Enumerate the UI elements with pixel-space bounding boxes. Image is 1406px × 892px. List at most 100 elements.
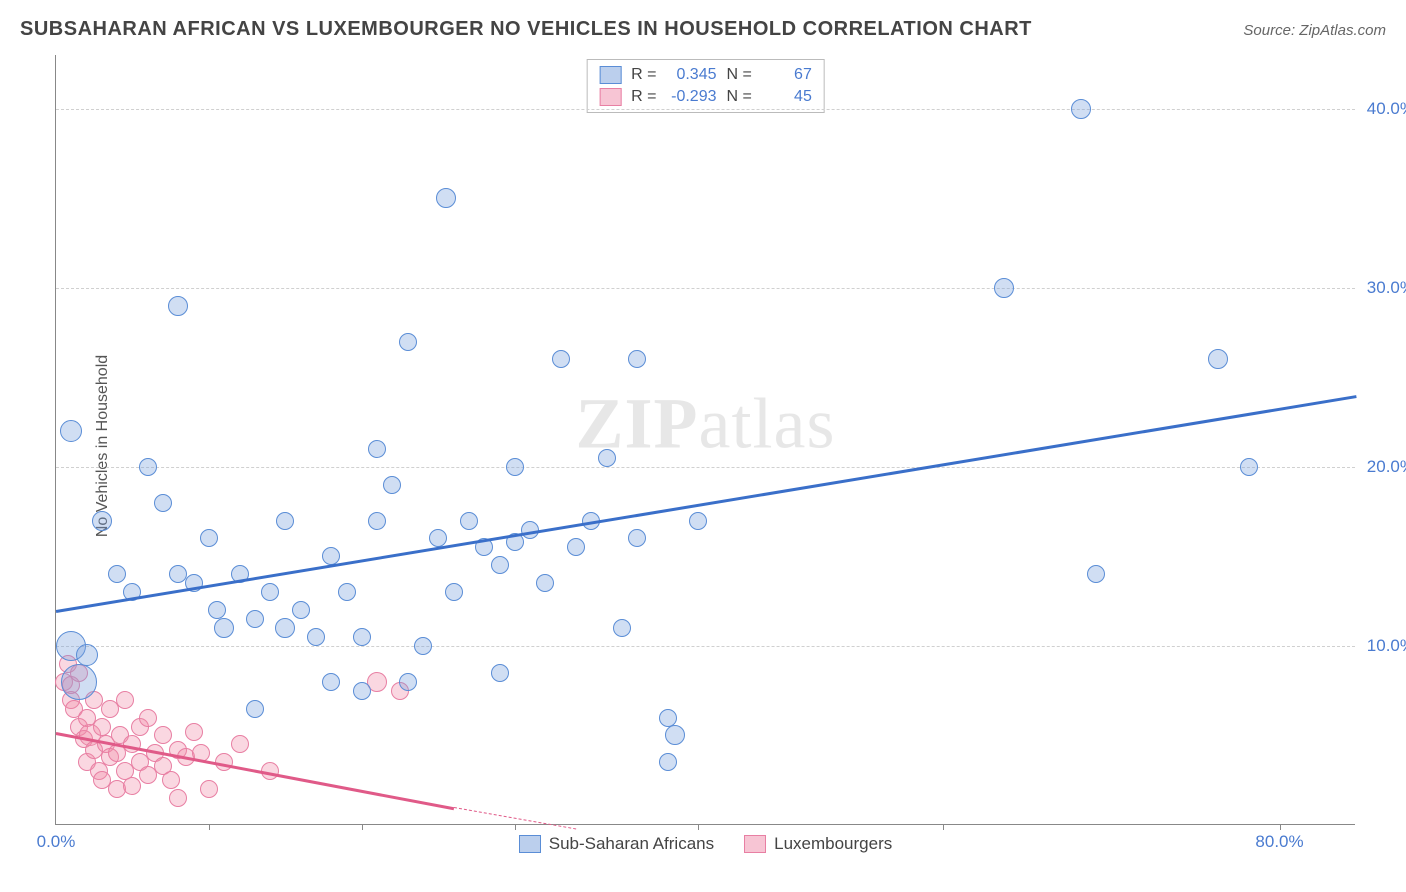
- scatter-point-blue: [275, 618, 295, 638]
- scatter-point-blue: [368, 512, 386, 530]
- scatter-point-blue: [353, 682, 371, 700]
- scatter-point-pink: [200, 780, 218, 798]
- scatter-point-blue: [246, 610, 264, 628]
- scatter-point-blue: [353, 628, 371, 646]
- scatter-point-blue: [208, 601, 226, 619]
- scatter-point-blue: [567, 538, 585, 556]
- scatter-point-blue: [276, 512, 294, 530]
- scatter-point-blue: [445, 583, 463, 601]
- scatter-point-blue: [1071, 99, 1091, 119]
- scatter-point-blue: [506, 458, 524, 476]
- scatter-point-blue: [536, 574, 554, 592]
- xtick-mark: [515, 824, 516, 830]
- scatter-point-blue: [628, 350, 646, 368]
- scatter-point-blue: [659, 753, 677, 771]
- scatter-point-blue: [1208, 349, 1228, 369]
- xtick-label: 0.0%: [37, 832, 76, 852]
- scatter-point-blue: [613, 619, 631, 637]
- scatter-point-blue: [665, 725, 685, 745]
- plot-area: ZIPatlas R = 0.345 N = 67 R = -0.293 N =…: [55, 55, 1355, 825]
- stats-row-blue: R = 0.345 N = 67: [599, 64, 812, 86]
- gridline: [56, 646, 1355, 647]
- scatter-point-blue: [60, 420, 82, 442]
- scatter-point-blue: [628, 529, 646, 547]
- source-attribution: Source: ZipAtlas.com: [1243, 22, 1386, 39]
- scatter-point-blue: [689, 512, 707, 530]
- source-value: ZipAtlas.com: [1299, 22, 1386, 39]
- scatter-point-pink: [231, 735, 249, 753]
- gridline: [56, 467, 1355, 468]
- scatter-point-blue: [261, 583, 279, 601]
- gridline: [56, 109, 1355, 110]
- scatter-point-blue: [338, 583, 356, 601]
- scatter-point-blue: [994, 278, 1014, 298]
- header: SUBSAHARAN AFRICAN VS LUXEMBOURGER NO VE…: [20, 18, 1386, 41]
- legend-label: Luxembourgers: [774, 834, 892, 854]
- scatter-point-blue: [292, 601, 310, 619]
- scatter-point-blue: [491, 664, 509, 682]
- scatter-point-blue: [61, 664, 97, 700]
- scatter-point-pink: [123, 777, 141, 795]
- legend-item-blue: Sub-Saharan Africans: [519, 834, 714, 854]
- scatter-point-blue: [460, 512, 478, 530]
- gridline: [56, 288, 1355, 289]
- scatter-point-blue: [322, 673, 340, 691]
- scatter-point-blue: [491, 556, 509, 574]
- scatter-point-blue: [200, 529, 218, 547]
- scatter-point-blue: [108, 565, 126, 583]
- scatter-point-blue: [1240, 458, 1258, 476]
- scatter-point-blue: [92, 511, 112, 531]
- scatter-point-blue: [139, 458, 157, 476]
- scatter-point-pink: [169, 789, 187, 807]
- scatter-point-pink: [185, 723, 203, 741]
- scatter-point-pink: [162, 771, 180, 789]
- ytick-label: 20.0%: [1367, 457, 1406, 477]
- chart-title: SUBSAHARAN AFRICAN VS LUXEMBOURGER NO VE…: [20, 18, 1032, 41]
- stats-row-pink: R = -0.293 N = 45: [599, 86, 812, 108]
- scatter-point-blue: [552, 350, 570, 368]
- legend-item-pink: Luxembourgers: [744, 834, 892, 854]
- r-value: -0.293: [667, 88, 717, 106]
- scatter-point-blue: [1087, 565, 1105, 583]
- xtick-mark: [698, 824, 699, 830]
- trendline: [56, 395, 1356, 612]
- xtick-label: 80.0%: [1255, 832, 1303, 852]
- scatter-point-blue: [414, 637, 432, 655]
- scatter-point-blue: [76, 644, 98, 666]
- stats-legend-box: R = 0.345 N = 67 R = -0.293 N = 45: [586, 59, 825, 113]
- scatter-point-blue: [154, 494, 172, 512]
- swatch-pink-icon: [744, 835, 766, 853]
- scatter-point-blue: [168, 296, 188, 316]
- scatter-point-blue: [368, 440, 386, 458]
- ytick-label: 30.0%: [1367, 278, 1406, 298]
- n-value: 67: [762, 66, 812, 84]
- scatter-point-pink: [116, 691, 134, 709]
- scatter-point-pink: [93, 718, 111, 736]
- source-label: Source:: [1243, 22, 1299, 39]
- swatch-pink-icon: [599, 88, 621, 106]
- scatter-point-blue: [399, 673, 417, 691]
- scatter-point-blue: [399, 333, 417, 351]
- scatter-point-blue: [214, 618, 234, 638]
- r-label: R =: [631, 88, 656, 106]
- n-label: N =: [727, 88, 752, 106]
- scatter-point-blue: [307, 628, 325, 646]
- legend-bottom: Sub-Saharan Africans Luxembourgers: [56, 834, 1355, 854]
- r-label: R =: [631, 66, 656, 84]
- n-value: 45: [762, 88, 812, 106]
- scatter-point-pink: [154, 726, 172, 744]
- xtick-mark: [1280, 824, 1281, 830]
- n-label: N =: [727, 66, 752, 84]
- scatter-point-pink: [139, 709, 157, 727]
- xtick-mark: [362, 824, 363, 830]
- scatter-point-blue: [659, 709, 677, 727]
- xtick-mark: [943, 824, 944, 830]
- ytick-label: 40.0%: [1367, 99, 1406, 119]
- ytick-label: 10.0%: [1367, 636, 1406, 656]
- legend-label: Sub-Saharan Africans: [549, 834, 714, 854]
- scatter-point-blue: [383, 476, 401, 494]
- scatter-point-blue: [598, 449, 616, 467]
- xtick-mark: [209, 824, 210, 830]
- swatch-blue-icon: [519, 835, 541, 853]
- scatter-point-blue: [436, 188, 456, 208]
